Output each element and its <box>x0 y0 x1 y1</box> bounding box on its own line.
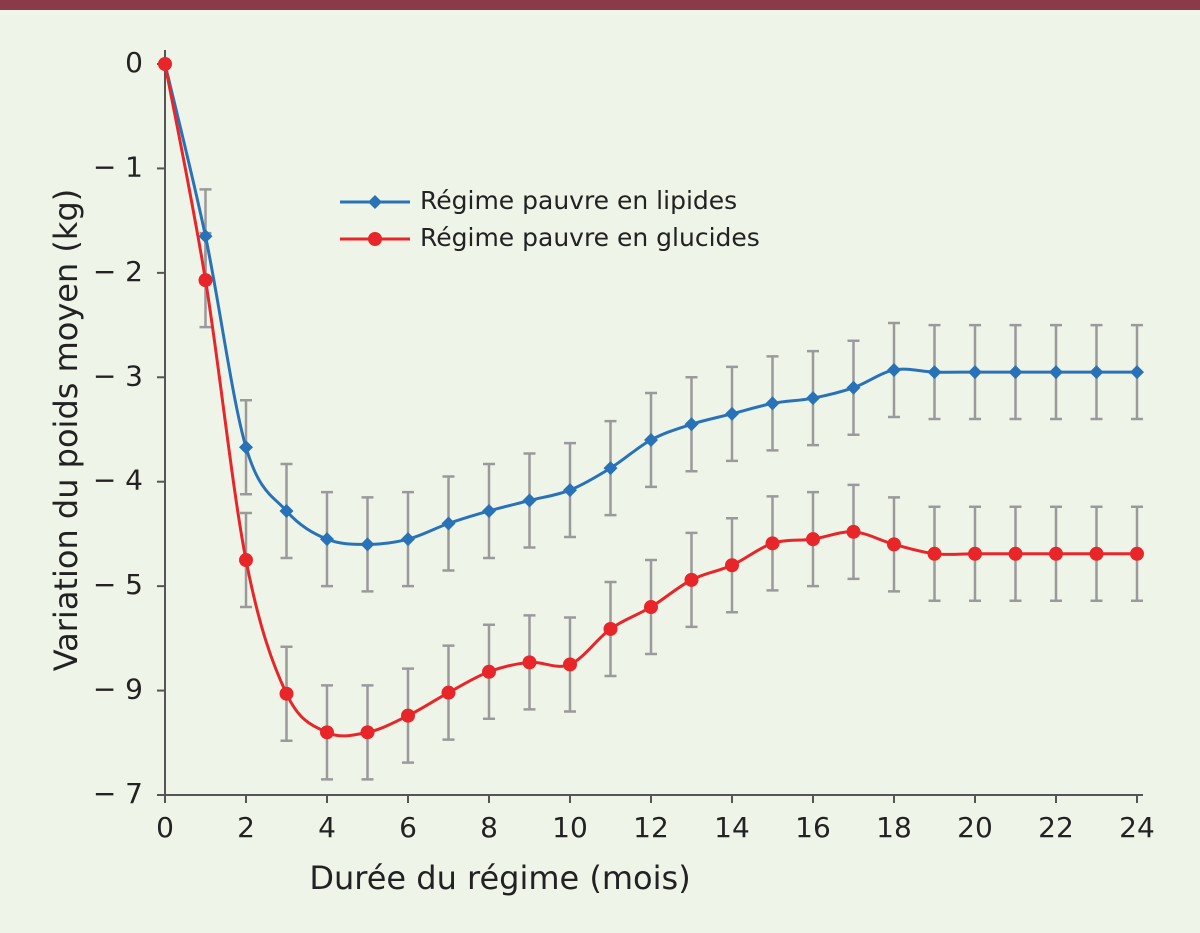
point <box>1008 546 1023 561</box>
point <box>725 406 739 421</box>
y-tick-label: − 3 <box>93 359 143 392</box>
x-tick-label: 16 <box>795 811 831 844</box>
point <box>360 537 375 552</box>
point <box>563 657 577 672</box>
x-tick-label: 22 <box>1038 811 1074 844</box>
point <box>158 57 172 71</box>
point <box>401 532 415 547</box>
point <box>1049 365 1063 380</box>
point <box>846 380 861 395</box>
point <box>279 503 294 518</box>
x-tick-label: 2 <box>237 811 255 844</box>
y-tick-label: 0 <box>125 46 143 79</box>
point <box>1008 365 1023 380</box>
x-tick-label: 20 <box>957 811 993 844</box>
y-tick-label: − 1 <box>93 150 143 183</box>
point <box>279 686 294 701</box>
point <box>401 708 415 723</box>
point <box>1130 546 1144 561</box>
x-axis-title: Durée du régime (mois) <box>309 859 690 897</box>
point <box>968 365 982 380</box>
point <box>1049 546 1063 561</box>
point <box>603 461 618 476</box>
x-tick-label: 12 <box>633 811 669 844</box>
point <box>927 365 942 380</box>
point <box>441 516 456 531</box>
point <box>806 391 820 406</box>
point <box>482 503 496 518</box>
point <box>239 440 253 455</box>
point <box>887 537 901 552</box>
y-axis-title: Variation du poids moyen (kg) <box>47 189 85 671</box>
point <box>887 362 901 377</box>
point <box>1089 365 1104 380</box>
y-tick-label: − 9 <box>93 673 143 706</box>
point <box>1089 546 1104 561</box>
point <box>522 655 537 670</box>
point <box>239 553 253 568</box>
point <box>482 664 496 679</box>
x-tick-label: 8 <box>480 811 498 844</box>
point <box>968 546 982 561</box>
legend-marker <box>368 195 382 209</box>
x-tick-label: 4 <box>318 811 336 844</box>
top-band <box>0 0 1200 10</box>
point <box>644 432 658 447</box>
legend-marker <box>368 232 382 246</box>
point <box>725 558 739 573</box>
point <box>563 483 577 498</box>
legend-label: Régime pauvre en lipides <box>420 186 737 215</box>
point <box>684 417 699 432</box>
point <box>360 725 375 740</box>
series-line <box>163 63 1137 546</box>
point <box>765 396 780 411</box>
point <box>198 229 213 244</box>
point <box>765 536 780 551</box>
point <box>806 532 820 547</box>
x-tick-label: 18 <box>876 811 912 844</box>
point <box>1130 365 1144 380</box>
point <box>522 493 537 508</box>
x-tick-label: 0 <box>156 811 174 844</box>
point <box>320 725 334 740</box>
point <box>441 685 456 700</box>
point <box>320 532 334 547</box>
point <box>684 572 699 587</box>
point <box>927 546 942 561</box>
point <box>846 524 861 539</box>
y-tick-label: − 2 <box>93 255 143 288</box>
y-tick-label: − 5 <box>93 568 143 601</box>
y-tick-label: − 7 <box>93 777 143 810</box>
x-tick-label: 10 <box>552 811 588 844</box>
x-tick-label: 14 <box>714 811 750 844</box>
x-tick-label: 24 <box>1119 811 1155 844</box>
point <box>603 621 618 636</box>
point <box>644 600 658 615</box>
y-tick-label: − 4 <box>93 464 143 497</box>
x-tick-label: 6 <box>399 811 417 844</box>
legend-label: Régime pauvre en glucides <box>420 223 760 252</box>
point <box>198 273 213 288</box>
